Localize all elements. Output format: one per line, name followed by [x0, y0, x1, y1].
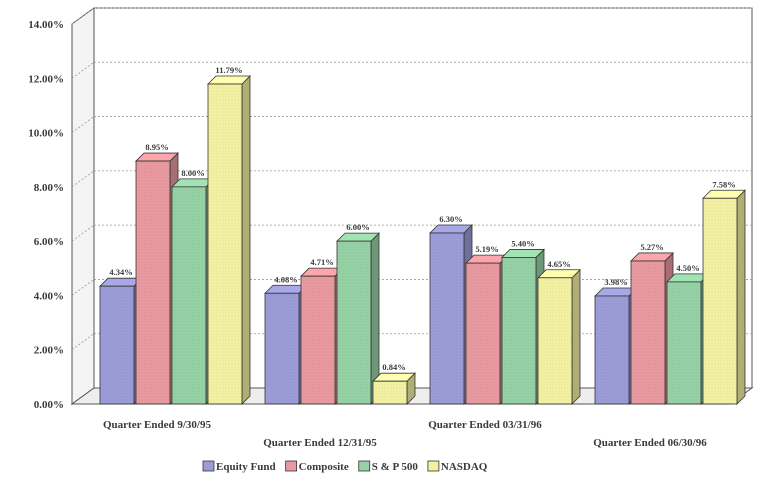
y-tick-label: 4.00%: [34, 290, 64, 302]
bar-texture: [430, 233, 464, 404]
data-label: 7.58%: [712, 179, 735, 189]
data-label: 8.95%: [145, 142, 168, 152]
bar-top: [372, 372, 416, 382]
bar-top: [429, 224, 473, 234]
legend-swatch: [285, 460, 298, 472]
data-label: 4.08%: [274, 274, 297, 284]
legend: Equity Fund Composite S & P 500 NASDAQ: [202, 460, 488, 473]
data-label: 8.00%: [181, 168, 204, 178]
bar-texture: [301, 276, 335, 404]
legend-swatch: [202, 460, 215, 472]
x-tick-label: Quarter Ended 03/31/96: [428, 419, 542, 431]
y-axis-ticks: 0.00% 2.00% 4.00% 6.00% 8.00% 10.00% 12.00% 14.…: [28, 19, 64, 411]
y-tick-label: 0.00%: [34, 399, 64, 411]
legend-swatch: [358, 460, 371, 472]
y-tick-label: 2.00%: [34, 345, 64, 357]
bar-top: [207, 75, 251, 85]
bar-side: [241, 75, 251, 405]
bar-side: [736, 189, 746, 405]
bar-texture: [595, 295, 629, 404]
data-label: 4.50%: [676, 263, 699, 273]
data-label: 11.79%: [215, 65, 242, 75]
bar-top: [501, 249, 545, 258]
gridline-side: [71, 279, 95, 296]
x-tick-label: Quarter Ended 12/31/95: [263, 437, 377, 449]
bar: [207, 75, 251, 405]
bar-texture: [466, 263, 500, 404]
bar: [264, 284, 308, 405]
legend-swatch: [427, 460, 440, 472]
bar: [336, 232, 380, 405]
data-label: 6.30%: [439, 214, 462, 224]
bar-top: [135, 152, 179, 162]
bar-texture: [667, 281, 701, 404]
bar-texture: [208, 83, 242, 404]
legend-label: S & P 500: [372, 461, 419, 473]
x-tick-label: Quarter Ended 06/30/96: [593, 437, 707, 449]
y-tick-label: 12.00%: [28, 73, 64, 85]
bar: [537, 268, 581, 405]
bar-texture: [100, 286, 134, 404]
gridline-side: [71, 170, 95, 188]
gridline-side: [71, 61, 95, 79]
legend-item: Equity Fund: [202, 460, 276, 473]
data-label: 4.34%: [109, 267, 132, 277]
data-labels: 4.34% 8.95% 8.00% 11.79% 4.08% 4.71% 6.00% 0.84…: [109, 65, 735, 372]
bar-texture: [337, 241, 371, 404]
legend-item: Composite: [285, 460, 349, 473]
y-tick-label: 6.00%: [34, 236, 64, 248]
bar: [501, 248, 545, 405]
bar-texture: [172, 186, 206, 404]
gridline-side: [71, 7, 95, 25]
bar: [372, 372, 416, 405]
gridline-side: [71, 116, 95, 133]
data-label: 5.27%: [640, 242, 663, 252]
y-tick-label: 8.00%: [34, 182, 64, 194]
bar-texture: [136, 161, 170, 404]
data-label: 5.40%: [511, 238, 534, 248]
bar-texture: [265, 293, 299, 404]
y-tick-label: 14.00%: [28, 19, 64, 31]
legend-item: S & P 500: [358, 460, 419, 473]
bar-top: [702, 189, 746, 199]
bar: [702, 189, 746, 405]
legend-label: NASDAQ: [441, 461, 488, 473]
data-label: 5.19%: [475, 244, 498, 254]
bar-texture: [538, 277, 572, 404]
data-label: 3.98%: [604, 277, 627, 287]
bar-texture: [502, 257, 536, 404]
side-wall: [71, 7, 95, 405]
bar-top: [336, 232, 380, 242]
legend-label: Composite: [299, 461, 349, 473]
gridline-side: [71, 333, 95, 351]
y-tick-label: 10.00%: [28, 128, 64, 140]
gridline-side: [71, 224, 95, 242]
data-label: 6.00%: [346, 222, 369, 232]
data-label: 4.71%: [310, 257, 333, 267]
x-tick-label: Quarter Ended 9/30/95: [103, 419, 211, 431]
x-axis-ticks: Quarter Ended 9/30/95 Quarter Ended 12/31…: [103, 419, 707, 449]
bars: [99, 75, 746, 405]
legend-item: NASDAQ: [427, 460, 488, 473]
bar-top: [630, 252, 674, 262]
data-label: 0.84%: [382, 362, 405, 372]
bar-texture: [373, 381, 407, 404]
bar-texture: [631, 260, 665, 404]
legend-label: Equity Fund: [216, 461, 276, 473]
bar-side: [571, 268, 581, 405]
data-label: 4.65%: [547, 259, 570, 269]
bar-top: [537, 269, 581, 279]
bar-texture: [703, 198, 737, 404]
